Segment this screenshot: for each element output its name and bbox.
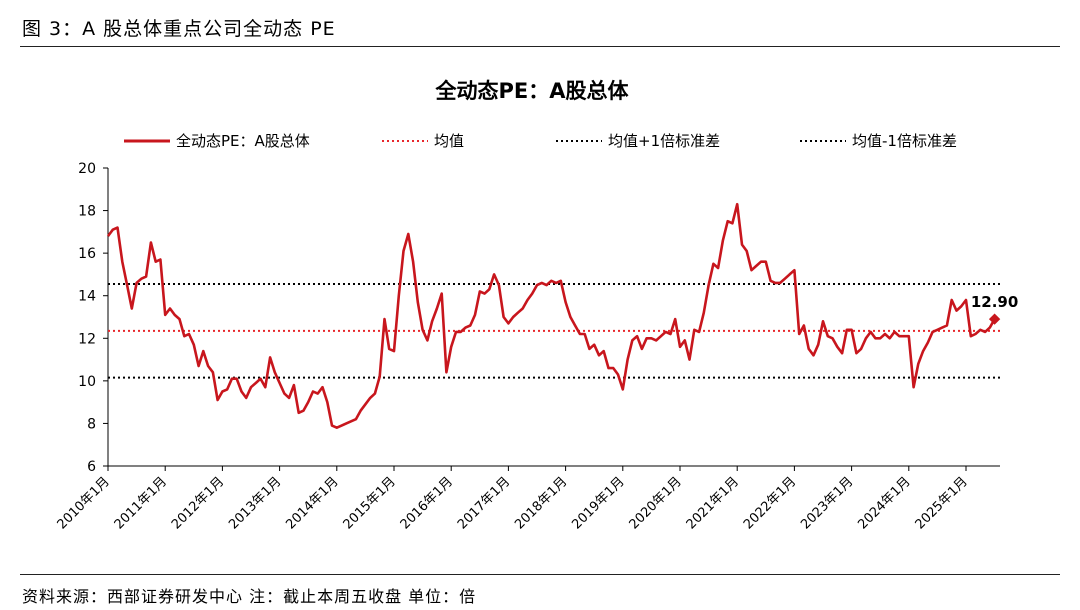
reference-lines [108,283,1000,379]
x-tick-label: 2017年1月 [455,474,513,532]
y-tick-label: 14 [78,289,96,305]
x-tick-label: 2025年1月 [913,474,971,532]
x-tick-label: 2011年1月 [112,474,170,532]
x-tick-label: 2013年1月 [226,474,284,532]
chart-legend: 全动态PE：A股总体 均值 均值+1倍标准差 均值-1倍标准差 [124,132,957,150]
last-value-annotation: 12.90 [971,293,1018,325]
legend-label-4: 均值-1倍标准差 [852,132,957,150]
x-tick-label: 2010年1月 [55,474,113,532]
series-lines [106,202,996,430]
last-point-marker [988,313,1001,325]
x-tick-label: 2024年1月 [855,474,913,532]
x-tick-label: 2018年1月 [512,474,570,532]
x-tick-label: 2019年1月 [569,474,627,532]
x-tick-label: 2015年1月 [341,474,399,532]
x-tick-label: 2023年1月 [798,474,856,532]
pe-series-line [106,202,996,430]
legend-label-2: 均值 [434,132,464,150]
y-tick-label: 18 [78,204,96,220]
y-tick-label: 16 [78,246,96,262]
legend-label-1: 全动态PE：A股总体 [176,132,310,150]
y-tick-label: 6 [87,459,96,475]
x-axis: 2010年1月2011年1月2012年1月2013年1月2014年1月2015年… [55,465,1000,532]
y-tick-label: 10 [78,374,96,390]
x-tick-label: 2022年1月 [741,474,799,532]
top-divider [20,46,1060,47]
legend-label-3: 均值+1倍标准差 [608,132,720,150]
x-tick-label: 2021年1月 [684,474,742,532]
y-axis: 6 8 10 12 14 16 18 20 [78,161,109,475]
x-tick-label: 2020年1月 [627,474,685,532]
y-tick-label: 20 [78,161,96,177]
figure-caption: 图 3：A 股总体重点公司全动态 PE [22,18,336,40]
y-tick-label: 12 [78,331,96,347]
x-tick-label: 2014年1月 [283,474,341,532]
chart-title: 全动态PE：A股总体 [435,79,630,103]
last-value-label: 12.90 [971,293,1018,311]
x-tick-label: 2012年1月 [169,474,227,532]
source-note: 资料来源：西部证券研发中心 注：截止本周五收盘 单位：倍 [22,587,477,606]
bottom-divider [20,574,1060,575]
x-tick-label: 2016年1月 [398,474,456,532]
y-tick-label: 8 [87,416,96,432]
pe-line-chart: 全动态PE：A股总体 全动态PE：A股总体 均值 均值+1倍标准差 均值-1倍标准差 … [55,79,1019,532]
